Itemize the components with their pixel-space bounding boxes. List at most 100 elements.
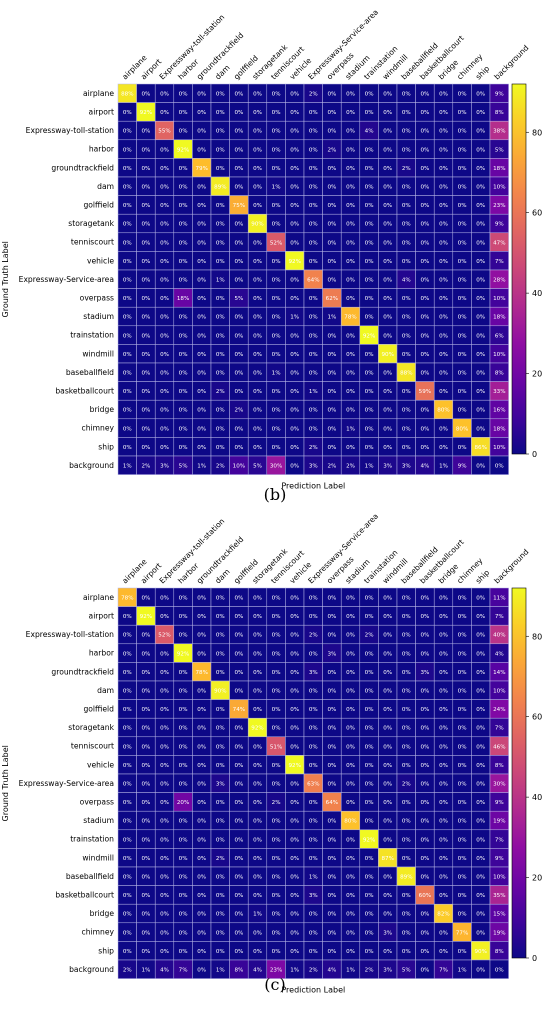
- cell-label: 0%: [197, 744, 206, 750]
- cell-label: 0%: [272, 408, 281, 414]
- cell-label: 0%: [141, 800, 150, 806]
- cell-label: 0%: [458, 614, 467, 620]
- y-tick-label: groundtrackfield: [51, 667, 114, 676]
- cell-label: 0%: [160, 726, 169, 732]
- cell-label: 0%: [216, 875, 225, 881]
- cell-label: 0%: [141, 726, 150, 732]
- cell-label: 1%: [141, 968, 150, 974]
- cell-label: 0%: [234, 426, 243, 432]
- cell-label: 2%: [234, 408, 243, 414]
- cell-label: 0%: [123, 856, 132, 862]
- cell-label: 0%: [327, 875, 336, 881]
- cell-label: 0%: [141, 445, 150, 451]
- cell-label: 0%: [476, 782, 485, 788]
- cell-label: 5%: [402, 968, 411, 974]
- cell-label: 0%: [123, 893, 132, 899]
- cell-label: 0%: [327, 92, 336, 98]
- cell-label: 0%: [476, 408, 485, 414]
- cell-label: 0%: [420, 92, 429, 98]
- cell-label: 0%: [179, 333, 188, 339]
- cell-label: 0%: [290, 408, 299, 414]
- cell-label: 0%: [476, 689, 485, 695]
- cell-label: 16%: [493, 408, 505, 414]
- cell-label: 0%: [402, 726, 411, 732]
- cell-label: 0%: [123, 726, 132, 732]
- cell-label: 8%: [495, 110, 504, 116]
- cell-label: 0%: [309, 259, 318, 265]
- cell-label: 0%: [327, 949, 336, 955]
- cell-label: 0%: [420, 203, 429, 209]
- cell-label: 0%: [420, 856, 429, 862]
- cell-label: 0%: [234, 930, 243, 936]
- cell-label: 0%: [272, 352, 281, 358]
- cell-label: 0%: [327, 856, 336, 862]
- cell-label: 0%: [197, 240, 206, 246]
- cell-label: 1%: [216, 278, 225, 284]
- y-tick-label: Expressway-toll-station: [26, 126, 115, 135]
- cell-label: 0%: [439, 185, 448, 191]
- cell-label: 30%: [493, 782, 505, 788]
- cell-label: 19%: [493, 819, 505, 825]
- cell-label: 0%: [123, 875, 132, 881]
- cell-label: 0%: [123, 371, 132, 377]
- y-tick-label: harbor: [89, 649, 115, 658]
- cell-label: 0%: [439, 707, 448, 713]
- cell-label: 0%: [476, 837, 485, 843]
- cell-label: 0%: [179, 352, 188, 358]
- cell-label: 0%: [402, 800, 411, 806]
- cell-label: 1%: [439, 464, 448, 470]
- cell-label: 0%: [327, 110, 336, 116]
- cell-label: 0%: [123, 222, 132, 228]
- cell-label: 0%: [476, 222, 485, 228]
- cell-label: 0%: [346, 352, 355, 358]
- cell-label: 0%: [309, 837, 318, 843]
- cell-label: 0%: [234, 389, 243, 395]
- cell-label: 0%: [402, 203, 411, 209]
- colorbar-tick-label: 20: [532, 370, 542, 379]
- cell-label: 0%: [272, 875, 281, 881]
- cell-label: 0%: [179, 389, 188, 395]
- cell-label: 3%: [160, 464, 169, 470]
- cell-label: 64%: [307, 278, 319, 284]
- cell-label: 0%: [476, 856, 485, 862]
- cell-label: 0%: [141, 259, 150, 265]
- cell-label: 0%: [290, 893, 299, 899]
- cell-label: 0%: [272, 426, 281, 432]
- cell-label: 0%: [309, 596, 318, 602]
- cell-label: 0%: [346, 166, 355, 172]
- cell-label: 1%: [327, 315, 336, 321]
- cell-label: 0%: [309, 930, 318, 936]
- y-tick-label: stadium: [83, 816, 114, 825]
- cell-label: 51%: [270, 744, 282, 750]
- y-tick-label: golffield: [83, 705, 114, 714]
- cell-label: 1%: [216, 968, 225, 974]
- cell-label: 0%: [179, 222, 188, 228]
- cell-label: 0%: [141, 92, 150, 98]
- cell-label: 0%: [234, 129, 243, 135]
- cell-label: 0%: [458, 949, 467, 955]
- cell-label: 0%: [160, 240, 169, 246]
- cell-label: 0%: [420, 352, 429, 358]
- cell-label: 0%: [160, 333, 169, 339]
- cell-label: 9%: [495, 92, 504, 98]
- cell-label: 0%: [420, 800, 429, 806]
- cell-label: 0%: [365, 819, 374, 825]
- cell-label: 0%: [476, 614, 485, 620]
- y-tick-label: windmill: [82, 349, 114, 358]
- cell-label: 90%: [474, 949, 486, 955]
- cell-label: 0%: [458, 166, 467, 172]
- cell-label: 0%: [365, 408, 374, 414]
- cell-label: 0%: [197, 856, 206, 862]
- cell-label: 0%: [402, 949, 411, 955]
- cell-label: 0%: [290, 333, 299, 339]
- cell-label: 0%: [458, 744, 467, 750]
- cell-label: 0%: [365, 445, 374, 451]
- cell-label: 0%: [234, 166, 243, 172]
- cell-label: 75%: [233, 203, 245, 209]
- cell-label: 0%: [476, 819, 485, 825]
- cell-label: 0%: [476, 315, 485, 321]
- cell-label: 5%: [495, 147, 504, 153]
- y-tick-label: background: [69, 461, 114, 470]
- cell-label: 0%: [216, 147, 225, 153]
